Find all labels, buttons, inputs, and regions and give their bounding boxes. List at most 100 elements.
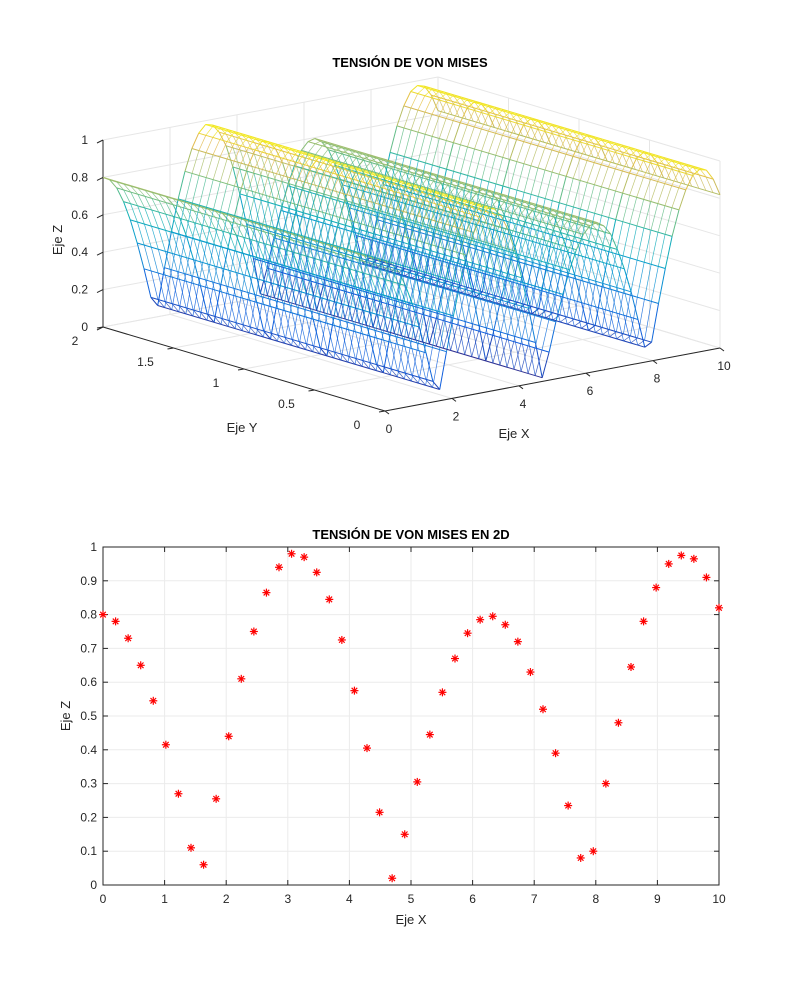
surface-hatch-segment	[480, 204, 488, 213]
surface-hatch-segment	[296, 166, 304, 189]
surface-hatch-segment	[543, 121, 552, 132]
surface-hatch-segment	[471, 298, 479, 330]
surface-hatch-segment	[385, 159, 393, 164]
surface-hatch-segment	[550, 123, 559, 134]
surface-hatch-segment	[663, 164, 671, 181]
surface-hatch-segment	[550, 130, 559, 147]
surface-hatch-segment	[503, 253, 512, 282]
surface-hatch-segment	[431, 221, 439, 245]
surface-hatch-segment	[360, 172, 368, 182]
surface-hatch-segment	[287, 214, 296, 243]
scatter-point	[187, 843, 196, 852]
surface-hatch-segment	[297, 236, 306, 270]
surface-hatch-segment	[328, 244, 336, 254]
surface-hatch-segment	[260, 156, 269, 178]
surface-hatch-segment	[273, 272, 282, 298]
surface-hatch-segment	[116, 181, 124, 191]
surface-row-segment	[198, 124, 206, 134]
scatter-point-stroke	[690, 555, 698, 563]
surface-row-segment	[143, 268, 152, 298]
scatter-point-stroke	[263, 589, 270, 596]
surface-hatch-segment	[351, 262, 359, 294]
surface-hatch-segment	[558, 137, 567, 153]
surface-hatch-segment	[431, 276, 440, 310]
surface-hatch-segment	[595, 327, 603, 333]
surface-hatch-segment	[485, 295, 494, 330]
surface-row-segment	[206, 313, 215, 323]
z-tick-mark	[96, 176, 104, 181]
x-tick-mark	[451, 397, 457, 402]
surface-hatch-segment	[413, 168, 421, 178]
surface-hatch-segment	[520, 338, 529, 374]
surface-hatch-segment	[540, 206, 548, 216]
surface-hatch-segment	[636, 160, 644, 176]
surface-hatch-segment	[503, 299, 511, 306]
scatter-point-stroke	[514, 638, 522, 645]
surface-row-segment	[184, 148, 193, 172]
surface-hatch-segment	[340, 322, 349, 361]
surface-hatch-segment	[289, 153, 297, 167]
surface-hatch-segment	[603, 231, 611, 248]
surface-hatch-segment	[489, 275, 498, 304]
surface-hatch-segment	[442, 211, 450, 233]
scatter-plot-y-axis-label: Eje Z	[58, 701, 73, 731]
surface-hatch-segment	[451, 196, 460, 204]
y-tick-label: 1	[90, 540, 97, 554]
surface-hatch-segment	[521, 306, 529, 341]
surface-hatch-segment	[610, 247, 618, 267]
surface-row-segment	[567, 251, 576, 276]
surface-hatch-segment	[471, 323, 480, 359]
surface-hatch-segment	[282, 150, 290, 165]
surface-hatch-segment	[288, 236, 297, 272]
surface-hatch-segment	[310, 170, 318, 193]
surface-hatch-segment	[351, 255, 360, 291]
surface-hatch-segment	[402, 181, 410, 190]
x-tick-label: 9	[654, 892, 661, 906]
surface-hatch-segment	[516, 163, 525, 191]
surface-hatch-segment	[323, 247, 332, 282]
surface-hatch-segment	[369, 239, 378, 268]
surface-hatch-segment	[260, 260, 268, 296]
scatter-point	[539, 705, 548, 714]
surface-hatch-segment	[249, 300, 257, 329]
surface-hatch-segment	[489, 228, 498, 253]
surface-hatch-segment	[515, 120, 523, 137]
surface-hatch-segment	[510, 302, 518, 308]
surface-hatch-segment	[548, 265, 556, 291]
scatter-point	[149, 696, 158, 705]
surface-row-segment	[434, 175, 442, 184]
surface-hatch-segment	[517, 304, 525, 310]
scatter-point	[249, 627, 258, 636]
surface-hatch-segment	[369, 214, 378, 242]
surface-hatch-segment	[305, 311, 313, 350]
surface-hatch-segment	[243, 219, 251, 223]
surface-hatch-segment	[407, 223, 415, 249]
surface-hatch-segment	[527, 347, 536, 374]
surface-hatch-segment	[220, 213, 228, 247]
surface-hatch-segment	[561, 213, 569, 222]
surface-hatch-segment	[242, 324, 250, 334]
surface-hatch-segment	[180, 200, 188, 204]
surface-hatch-segment	[301, 248, 310, 279]
surface-row-segment	[222, 213, 230, 222]
scatter-point	[488, 612, 497, 621]
surface-hatch-segment	[437, 208, 445, 231]
surface-hatch-segment	[454, 239, 463, 268]
surface-hatch-segment	[452, 228, 461, 252]
surface-hatch-segment	[435, 192, 443, 208]
scatter-point-stroke	[238, 675, 245, 683]
surface-hatch-segment	[383, 186, 391, 222]
surface-hatch-segment	[416, 185, 424, 194]
surface-hatch-segment	[397, 268, 406, 274]
surface-hatch-segment	[509, 122, 517, 138]
surface-hatch-segment	[407, 312, 416, 338]
surface-hatch-segment	[301, 152, 309, 168]
surface-hatch-segment	[520, 313, 529, 344]
surface-hatch-segment	[288, 268, 296, 305]
surface-hatch-segment	[376, 293, 385, 317]
surface-hatch-segment	[288, 276, 296, 303]
x-tick-label: 4	[520, 397, 527, 411]
surface-hatch-segment	[589, 220, 597, 225]
surface-hatch-segment	[424, 87, 432, 89]
surface-hatch-segment	[419, 254, 427, 283]
